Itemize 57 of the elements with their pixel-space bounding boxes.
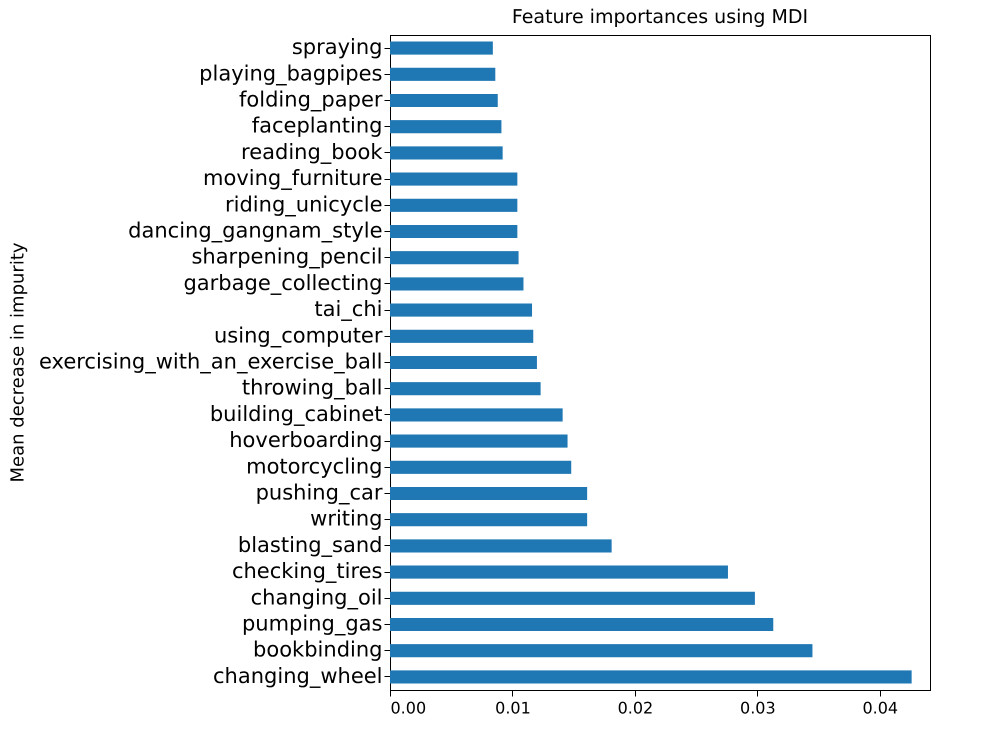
y-tick-label: folding_paper [239,88,383,112]
y-tick-label: motorcycling [246,454,382,478]
y-tick-label: using_computer [214,323,383,348]
x-tick-label: 0.00 [390,698,426,718]
bar [390,94,498,108]
bar [390,146,503,160]
chart-title: Feature importances using MDI [512,6,808,28]
bar [390,251,519,264]
bar [390,382,541,396]
bar [390,172,518,186]
y-tick-label: pumping_gas [242,612,382,636]
y-tick-label: dancing_gangnam_style [128,218,382,242]
bar [390,670,912,684]
y-tick-label: hoverboarding [229,428,382,452]
y-tick-label: throwing_ball [242,376,382,400]
bar [390,224,518,238]
y-tick-label: garbage_collecting [183,270,382,295]
bar [390,68,496,81]
bar [390,592,755,605]
y-tick-label: pushing_car [256,480,383,504]
y-tick-label: moving_furniture [203,166,382,190]
bar [390,460,572,474]
bar [390,120,502,134]
bar [390,356,537,370]
y-tick-label: building_cabinet [210,402,382,426]
y-tick-label: bookbinding [253,638,382,662]
y-tick-label: reading_book [241,140,384,164]
bar [390,644,812,658]
y-tick-label: riding_unicycle [225,192,382,216]
bar [390,434,568,448]
y-tick-label: spraying [292,35,382,60]
bar [390,539,612,552]
y-tick-label: playing_bagpipes [199,61,382,86]
bar [390,277,524,290]
x-tick-label: 0.03 [740,698,776,718]
y-tick-label: exercising_with_an_exercise_ball [39,350,382,374]
bar [390,513,588,526]
y-tick-label: tai_chi [314,297,382,322]
x-tick-label: 0.01 [495,698,531,718]
y-tick-label: writing [310,506,382,531]
y-tick-label: changing_wheel [213,664,382,688]
y-tick-label: changing_oil [250,585,382,610]
x-tick-label: 0.02 [618,698,654,718]
y-tick-label: blasting_sand [238,532,382,557]
bar [390,330,534,343]
bar [390,566,728,579]
y-tick-label: faceplanting [252,114,382,138]
bar [390,486,588,500]
bar [390,408,563,422]
y-axis-title: Mean decrease in impurity [8,242,28,483]
bar [390,198,518,212]
x-tick-label: 0.04 [862,698,898,718]
bar [390,42,493,55]
y-tick-label: checking_tires [232,559,382,584]
bar [390,618,774,632]
y-tick-label: sharpening_pencil [191,244,382,269]
bar [390,304,532,317]
